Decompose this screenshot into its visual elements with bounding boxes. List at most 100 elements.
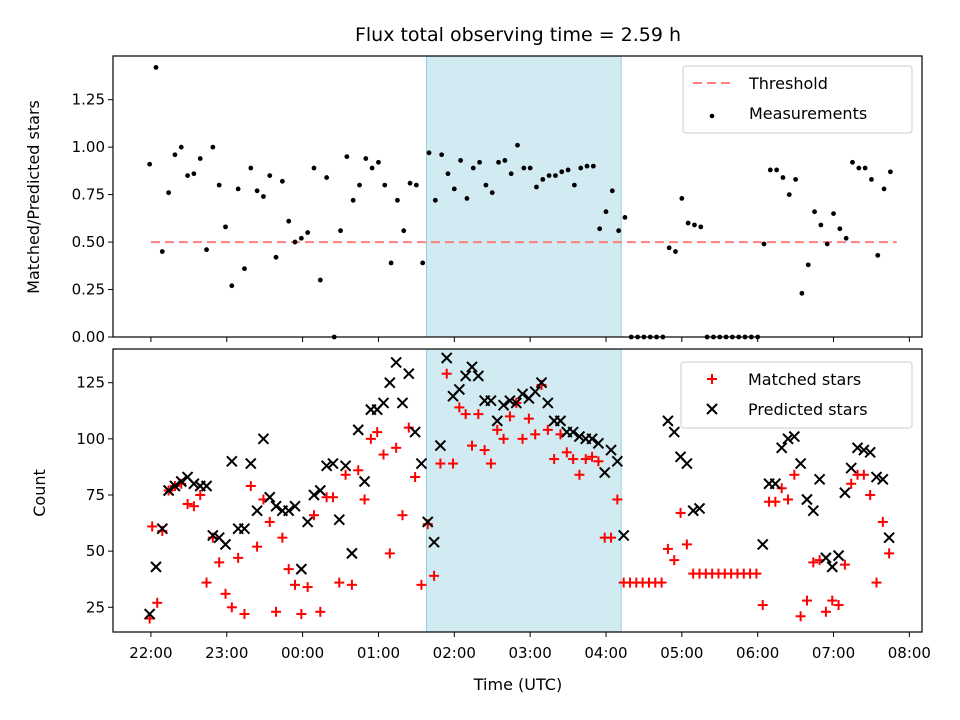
matched-star-point (353, 465, 364, 476)
matched-star-point (308, 510, 319, 521)
matched-star-point (152, 597, 163, 608)
measurement-point (439, 152, 445, 158)
matched-star-point (504, 411, 515, 422)
bottom-x-ticks: 22:00 23:00 00:00 01:00 02:00 03:00 04:00 05:00… (129, 632, 931, 662)
measurement-point (887, 169, 893, 175)
predicted-star-point (415, 457, 428, 470)
matched-star-point (795, 611, 806, 622)
predicted-star-point (390, 356, 402, 369)
matched-star-point (662, 543, 673, 554)
predicted-star-point (529, 385, 541, 398)
top-y-ticks: 0.00 0.25 0.50 0.75 1.00 1.25 (72, 91, 113, 346)
measurement-point (881, 186, 887, 192)
measurement-point (496, 159, 501, 165)
matched-star-point (681, 539, 692, 550)
measurement-point (153, 64, 159, 70)
measurement-point (159, 249, 165, 254)
measurement-point (673, 249, 678, 254)
matched-star-point (372, 427, 383, 438)
x-tick-label: 01:00 (357, 644, 400, 662)
measurement-point (843, 235, 849, 241)
x-tick-label: 23:00 (205, 644, 248, 662)
matched-star-point (675, 507, 686, 518)
measurement-point (862, 165, 868, 171)
measurement-point (223, 224, 228, 230)
measurement-point (869, 177, 874, 182)
matched-star-point (865, 489, 876, 500)
predicted-star-point (851, 442, 864, 454)
chart-title: Flux total observing time = 2.59 h (355, 24, 681, 46)
predicted-star-point (207, 529, 219, 542)
measurement-point (432, 197, 438, 203)
measurement-point (451, 186, 457, 192)
measurement-point (534, 184, 539, 190)
predicted-star-point (769, 478, 782, 490)
measurement-point (698, 224, 704, 230)
predicted-star-point (573, 430, 586, 443)
measurement-point (376, 159, 381, 165)
measurement-point (178, 144, 184, 150)
measurement-point (426, 150, 432, 156)
predicted-star-point (497, 399, 510, 411)
predicted-star-point (346, 547, 358, 560)
predicted-star-point (422, 516, 434, 528)
predicted-star-point (301, 516, 314, 528)
measurement-point (388, 260, 394, 266)
predicted-star-point (592, 437, 605, 450)
predicted-star-point (687, 505, 699, 517)
predicted-star-point (617, 529, 630, 542)
predicted-star-point (282, 505, 295, 517)
matched-star-point (214, 557, 225, 568)
predicted-star-point (295, 563, 308, 575)
measurement-point (286, 218, 292, 224)
predicted-star-point (485, 394, 497, 407)
measurement-point (824, 241, 830, 247)
matched-star-point (593, 456, 604, 467)
matched-star-point (827, 595, 838, 606)
predicted-star-point (605, 444, 617, 456)
predicted-star-point (611, 455, 624, 468)
measurement-point (470, 165, 476, 171)
matched-star-point (201, 577, 212, 588)
measurement-point (818, 222, 824, 228)
predicted-star-point (396, 397, 409, 409)
measurement-point (229, 283, 235, 289)
measurement-point (407, 180, 413, 186)
y-tick-label: 75 (86, 486, 105, 504)
matched-star-point (606, 532, 617, 543)
measurement-point (216, 182, 222, 188)
measurement-point (395, 197, 400, 203)
measurement-point (786, 192, 792, 198)
matched-star-point (656, 577, 667, 588)
measurement-point (546, 173, 552, 179)
predicted-star-point (251, 505, 263, 517)
matched-star-point (365, 433, 376, 444)
predicted-star-point (459, 370, 472, 382)
y-tick-label: 0.50 (72, 233, 105, 251)
measurement-point (502, 158, 508, 163)
matched-star-point (669, 555, 680, 566)
predicted-star-point (693, 502, 706, 515)
matched-star-point (378, 449, 389, 460)
measurement-point (261, 194, 266, 199)
predicted-star-point (668, 426, 680, 438)
matched-star-point (757, 600, 768, 611)
predicted-star-point (877, 473, 889, 485)
matched-star-point (492, 424, 503, 435)
measurement-point (369, 165, 375, 171)
measurement-point (616, 228, 622, 234)
predicted-star-point (264, 491, 276, 503)
matched-star-point (479, 445, 490, 456)
matched-star-point (391, 442, 402, 453)
measurement-point (172, 152, 178, 158)
measurement-point (578, 165, 584, 171)
matched-star-point (820, 606, 831, 617)
measurement-point (338, 228, 343, 234)
matched-star-point (416, 579, 427, 590)
matched-star-point (549, 454, 560, 465)
matched-star-point (460, 409, 471, 420)
measurement-point (540, 177, 546, 182)
measurement-point (679, 195, 685, 201)
predicted-star-point (567, 426, 579, 438)
predicted-star-point (156, 522, 169, 535)
